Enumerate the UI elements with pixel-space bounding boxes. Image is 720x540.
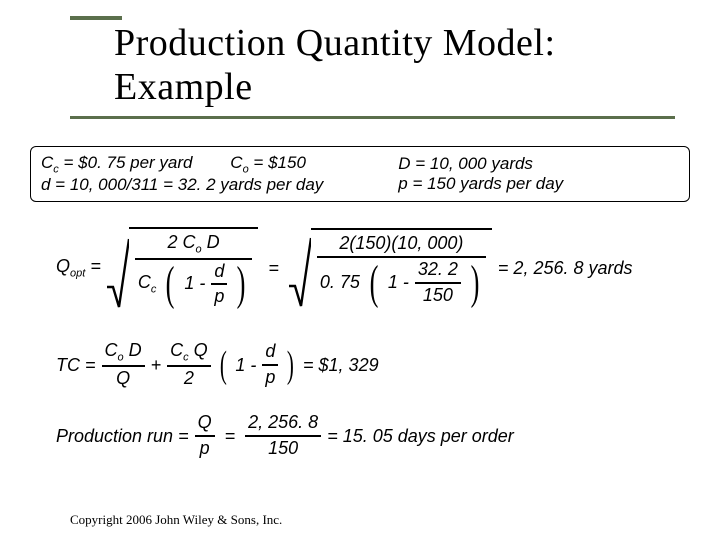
- qopt-result: = 2, 256. 8 yards: [498, 258, 633, 279]
- run-150: 150: [265, 439, 301, 459]
- run-p: p: [197, 439, 213, 459]
- tc-term1: Co D Q: [102, 341, 145, 389]
- run-label: Production run =: [56, 426, 189, 447]
- given-left-col: Cc = $0. 75 per yard Co = $150 d = 10, 0…: [41, 151, 398, 197]
- tc-inside-prefix: 1 -: [235, 355, 256, 376]
- run-2256: 2, 256. 8: [245, 413, 321, 433]
- tc-dp-den: p: [262, 368, 278, 388]
- tc-term2-den: 2: [181, 369, 197, 389]
- tc-dp-frac: d p: [262, 342, 278, 388]
- bracket-close-icon: ): [284, 350, 297, 380]
- title-line-2: Example: [114, 66, 688, 110]
- qopt-frac-symbolic: 2 Co D Cc ( 1 - d p ): [135, 233, 253, 307]
- qopt-den-cc: Cc: [138, 273, 157, 296]
- tc-result: = $1, 329: [303, 355, 379, 376]
- title-block: Production Quantity Model: Example: [114, 22, 688, 109]
- copyright-text: Copyright 2006 John Wiley & Sons, Inc.: [70, 512, 282, 528]
- slide: Production Quantity Model: Example Cc = …: [0, 0, 720, 540]
- given-right-col: D = 10, 000 yards p = 150 yards per day: [398, 151, 679, 197]
- qopt-label: Qopt =: [56, 256, 101, 280]
- tc-plus: +: [151, 355, 162, 376]
- production-run-row: Production run = Q p = 2, 256. 8 150 = 1…: [56, 414, 514, 458]
- tc-term1-num: Co D: [102, 341, 145, 364]
- run-frac-qp: Q p: [195, 413, 215, 459]
- qopt-num-numeric: 2(150)(10, 000): [336, 234, 466, 254]
- tc-dp-num: d: [262, 342, 278, 362]
- radical-icon: [107, 227, 129, 309]
- qopt-den-075: 0. 75: [320, 273, 360, 293]
- qopt-dp-frac: d p: [211, 262, 227, 308]
- qopt-root-symbolic: 2 Co D Cc ( 1 - d p ): [107, 227, 259, 309]
- qopt-frac-numeric: 2(150)(10, 000) 0. 75 ( 1 - 32. 2 150 ): [317, 234, 486, 305]
- given-p: p = 150 yards per day: [398, 174, 679, 194]
- dp-den: p: [211, 287, 227, 307]
- n150: 150: [420, 286, 456, 306]
- title-rule-top: [70, 16, 122, 20]
- given-row: Cc = $0. 75 per yard Co = $150: [41, 153, 398, 175]
- run-result: = 15. 05 days per order: [327, 426, 514, 447]
- bracket-close-icon: ): [467, 264, 483, 302]
- tc-term2-num: Cc Q: [167, 341, 211, 364]
- title-line-1: Production Quantity Model:: [114, 22, 688, 66]
- dp-num: d: [211, 262, 227, 282]
- tc-term1-den: Q: [113, 369, 133, 389]
- qopt-num-sym: 2 Co D: [165, 233, 223, 256]
- tc-term2: Cc Q 2: [167, 341, 211, 389]
- qopt-den-numeric: 0. 75 ( 1 - 32. 2 150 ): [317, 260, 486, 306]
- run-frac-numeric: 2, 256. 8 150: [245, 413, 321, 459]
- given-data-box: Cc = $0. 75 per yard Co = $150 d = 10, 0…: [30, 146, 690, 202]
- n322: 32. 2: [415, 260, 461, 280]
- given-D: D = 10, 000 yards: [398, 154, 679, 174]
- title-rule-bottom: [70, 116, 675, 119]
- equals-1: =: [264, 258, 283, 279]
- tc-formula-row: TC = Co D Q + Cc Q 2 ( 1 - d p ) = $1, 3…: [56, 338, 379, 392]
- given-d-daily: d = 10, 000/311 = 32. 2 yards per day: [41, 175, 398, 195]
- bracket-open-icon: (: [366, 264, 382, 302]
- qopt-den-inside-prefix: 1 -: [184, 274, 205, 294]
- bracket-open-icon: (: [162, 265, 178, 303]
- run-Q: Q: [195, 413, 215, 433]
- bracket-close-icon: ): [233, 265, 249, 303]
- qopt-den-num-prefix: 1 -: [388, 273, 409, 293]
- qopt-den-sym: Cc ( 1 - d p ): [135, 262, 253, 308]
- equals-2: =: [221, 426, 240, 447]
- radical-icon: [289, 228, 311, 307]
- bracket-open-icon: (: [217, 350, 230, 380]
- qopt-322-frac: 32. 2 150: [415, 260, 461, 306]
- qopt-formula-row: Qopt = 2 Co D Cc ( 1 - d p: [56, 228, 633, 308]
- tc-label: TC =: [56, 355, 96, 376]
- page-title: Production Quantity Model: Example: [114, 22, 688, 109]
- qopt-root-numeric: 2(150)(10, 000) 0. 75 ( 1 - 32. 2 150 ): [289, 228, 492, 307]
